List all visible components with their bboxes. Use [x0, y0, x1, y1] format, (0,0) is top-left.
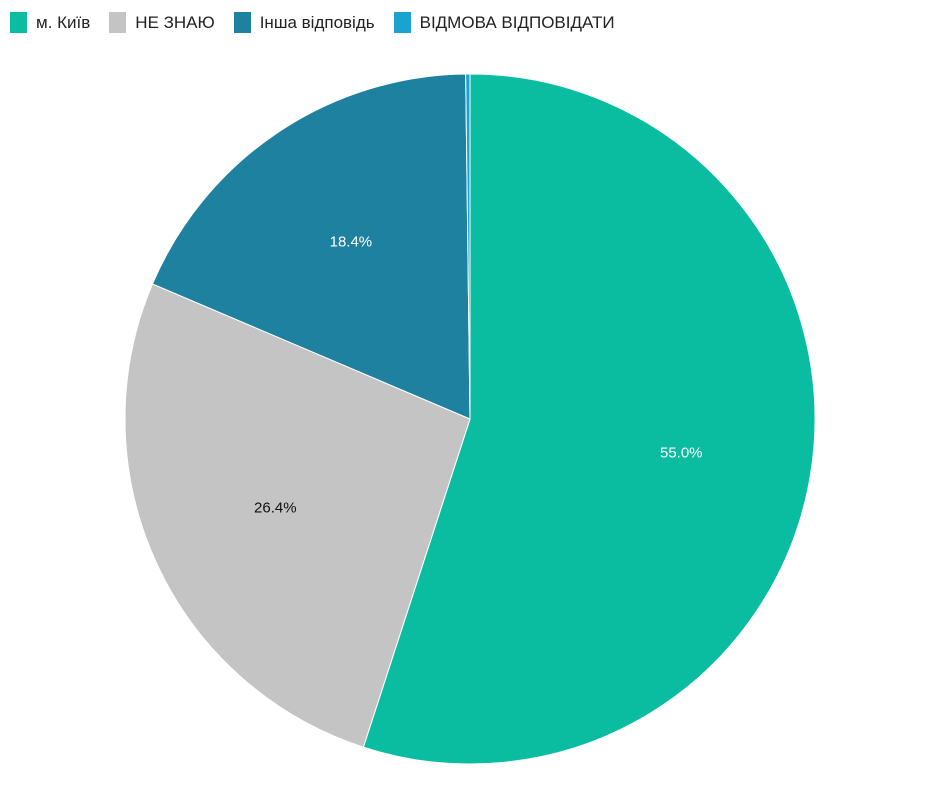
slice-label-0: 55.0% [660, 444, 703, 461]
legend-swatch [10, 12, 27, 33]
pie-slice-3[interactable] [465, 73, 471, 420]
legend-label: Інша відповідь [259, 12, 375, 32]
slice-label-1: 26.4% [254, 500, 297, 517]
legend: м. Київ НЕ ЗНАЮ Інша відповідь ВІДМОВА В… [10, 12, 634, 33]
legend-item-refuse[interactable]: ВІДМОВА ВІДПОВІДАТИ [393, 12, 615, 33]
legend-label: ВІДМОВА ВІДПОВІДАТИ [419, 12, 615, 32]
legend-swatch [109, 12, 127, 33]
pie-slice-1[interactable] [124, 283, 471, 748]
pie-slice-2[interactable] [151, 73, 471, 420]
legend-label: м. Київ [36, 12, 91, 32]
legend-item-other[interactable]: Інша відповідь [233, 12, 375, 33]
legend-label: НЕ ЗНАЮ [135, 12, 215, 32]
legend-item-dont-know[interactable]: НЕ ЗНАЮ [109, 12, 215, 33]
slice-label-2: 18.4% [330, 233, 373, 250]
legend-item-kyiv[interactable]: м. Київ [10, 12, 90, 33]
legend-swatch [393, 12, 411, 33]
legend-swatch [233, 12, 251, 33]
pie-slice-0[interactable] [362, 73, 816, 765]
